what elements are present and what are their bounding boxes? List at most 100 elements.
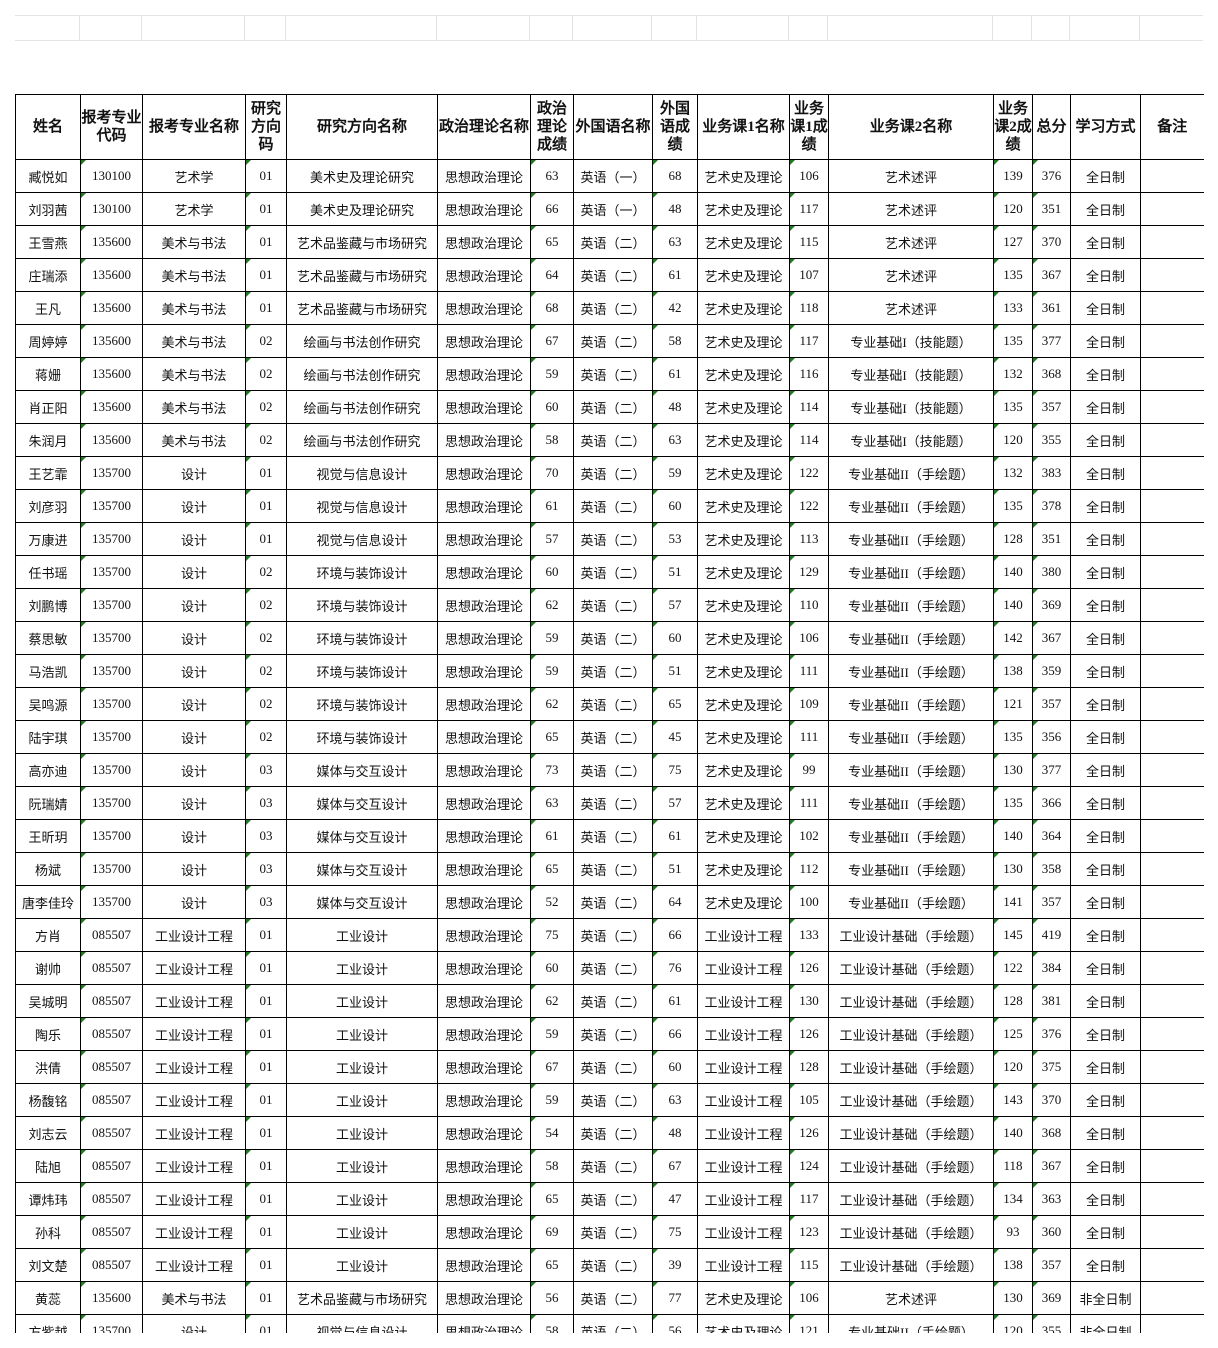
cell-total-score[interactable]: 360 (1032, 1215, 1071, 1249)
cell-course2-name[interactable]: 专业基础II（手绘题） (828, 456, 994, 490)
cell-foreign-language-name[interactable]: 英语（二） (573, 588, 653, 622)
cell-course1-name[interactable]: 艺术史及理论 (697, 225, 790, 259)
cell-foreign-language-score[interactable]: 59 (652, 456, 698, 490)
cell-remarks[interactable] (1140, 1314, 1204, 1333)
cell-politics-score[interactable]: 69 (530, 1215, 574, 1249)
cell-major-code[interactable]: 085507 (80, 1149, 143, 1183)
cell-remarks[interactable] (1140, 786, 1204, 820)
cell-course1-name[interactable]: 艺术史及理论 (697, 489, 790, 523)
cell-course2-score[interactable]: 142 (993, 621, 1033, 655)
cell-politics-score[interactable]: 58 (530, 423, 574, 457)
cell-direction-name[interactable]: 媒体与交互设计 (286, 786, 438, 820)
cell-direction-name[interactable]: 艺术品鉴藏与市场研究 (286, 1281, 438, 1315)
cell-course2-score[interactable]: 93 (993, 1215, 1033, 1249)
cell-politics-score[interactable]: 54 (530, 1116, 574, 1150)
cell-direction-name[interactable]: 工业设计 (286, 1083, 438, 1117)
cell-remarks[interactable] (1140, 885, 1204, 919)
cell-total-score[interactable]: 361 (1032, 291, 1071, 325)
cell-direction-code[interactable]: 01 (245, 1149, 287, 1183)
cell-course1-name[interactable]: 艺术史及理论 (697, 786, 790, 820)
cell-course1-score[interactable]: 106 (789, 159, 829, 193)
cell-name[interactable]: 吴鸣源 (15, 687, 81, 721)
cell-course2-name[interactable]: 专业基础II（手绘题） (828, 588, 994, 622)
cell-politics-name[interactable]: 思想政治理论 (437, 225, 531, 259)
cell-foreign-language-name[interactable]: 英语（二） (573, 654, 653, 688)
cell-course1-score[interactable]: 117 (789, 324, 829, 358)
cell-politics-name[interactable]: 思想政治理论 (437, 1314, 531, 1333)
cell-direction-name[interactable]: 工业设计 (286, 918, 438, 952)
cell-politics-score[interactable]: 59 (530, 1017, 574, 1051)
cell-foreign-language-score[interactable]: 39 (652, 1248, 698, 1282)
cell-foreign-language-score[interactable]: 42 (652, 291, 698, 325)
cell-major-name[interactable]: 设计 (142, 621, 246, 655)
cell-politics-name[interactable]: 思想政治理论 (437, 918, 531, 952)
cell-politics-score[interactable]: 59 (530, 621, 574, 655)
cell-course2-score[interactable]: 132 (993, 357, 1033, 391)
cell-course1-name[interactable]: 艺术史及理论 (697, 390, 790, 424)
cell-course2-score[interactable]: 130 (993, 852, 1033, 886)
cell-course1-score[interactable]: 113 (789, 522, 829, 556)
cell-course1-name[interactable]: 艺术史及理论 (697, 588, 790, 622)
cell-politics-score[interactable]: 56 (530, 1281, 574, 1315)
cell-politics-name[interactable]: 思想政治理论 (437, 258, 531, 292)
cell-total-score[interactable]: 376 (1032, 159, 1071, 193)
cell-total-score[interactable]: 355 (1032, 1314, 1071, 1333)
cell-course2-name[interactable]: 工业设计基础（手绘题） (828, 1248, 994, 1282)
cell-course1-score[interactable]: 117 (789, 192, 829, 226)
cell-direction-code[interactable]: 01 (245, 1314, 287, 1333)
cell-direction-name[interactable]: 视觉与信息设计 (286, 489, 438, 523)
cell-politics-score[interactable]: 58 (530, 1149, 574, 1183)
cell-name[interactable]: 王凡 (15, 291, 81, 325)
cell-course1-name[interactable]: 艺术史及理论 (697, 522, 790, 556)
cell-course1-name[interactable]: 艺术史及理论 (697, 1314, 790, 1333)
cell-direction-code[interactable]: 02 (245, 555, 287, 589)
cell-politics-score[interactable]: 61 (530, 489, 574, 523)
cell-study-mode[interactable]: 全日制 (1070, 225, 1141, 259)
cell-total-score[interactable]: 357 (1032, 390, 1071, 424)
cell-major-name[interactable]: 美术与书法 (142, 423, 246, 457)
cell-politics-score[interactable]: 59 (530, 357, 574, 391)
cell-name[interactable]: 高亦迪 (15, 753, 81, 787)
cell-direction-name[interactable]: 视觉与信息设计 (286, 456, 438, 490)
cell-course2-name[interactable]: 工业设计基础（手绘题） (828, 984, 994, 1018)
cell-foreign-language-name[interactable]: 英语（二） (573, 984, 653, 1018)
cell-course2-name[interactable]: 专业基础II（手绘题） (828, 720, 994, 754)
cell-study-mode[interactable]: 全日制 (1070, 390, 1141, 424)
cell-politics-name[interactable]: 思想政治理论 (437, 1116, 531, 1150)
cell-remarks[interactable] (1140, 357, 1204, 391)
cell-course1-score[interactable]: 129 (789, 555, 829, 589)
cell-politics-name[interactable]: 思想政治理论 (437, 522, 531, 556)
cell-study-mode[interactable]: 全日制 (1070, 489, 1141, 523)
cell-study-mode[interactable]: 全日制 (1070, 654, 1141, 688)
cell-study-mode[interactable]: 全日制 (1070, 786, 1141, 820)
cell-study-mode[interactable]: 全日制 (1070, 621, 1141, 655)
cell-course2-score[interactable]: 135 (993, 786, 1033, 820)
cell-course2-name[interactable]: 专业基础II（手绘题） (828, 1314, 994, 1333)
cell-course2-name[interactable]: 艺术述评 (828, 1281, 994, 1315)
cell-course1-score[interactable]: 99 (789, 753, 829, 787)
cell-remarks[interactable] (1140, 1182, 1204, 1216)
cell-total-score[interactable]: 351 (1032, 522, 1071, 556)
cell-major-name[interactable]: 设计 (142, 555, 246, 589)
cell-total-score[interactable]: 357 (1032, 687, 1071, 721)
cell-foreign-language-name[interactable]: 英语（二） (573, 555, 653, 589)
cell-course2-name[interactable]: 工业设计基础（手绘题） (828, 918, 994, 952)
cell-direction-code[interactable]: 02 (245, 621, 287, 655)
cell-politics-name[interactable]: 思想政治理论 (437, 1149, 531, 1183)
cell-name[interactable]: 刘文楚 (15, 1248, 81, 1282)
cell-course1-score[interactable]: 124 (789, 1149, 829, 1183)
cell-course2-score[interactable]: 125 (993, 1017, 1033, 1051)
cell-foreign-language-score[interactable]: 67 (652, 1149, 698, 1183)
cell-major-code[interactable]: 130100 (80, 159, 143, 193)
cell-politics-name[interactable]: 思想政治理论 (437, 1050, 531, 1084)
cell-politics-name[interactable]: 思想政治理论 (437, 852, 531, 886)
cell-politics-name[interactable]: 思想政治理论 (437, 324, 531, 358)
cell-major-name[interactable]: 设计 (142, 522, 246, 556)
cell-remarks[interactable] (1140, 1083, 1204, 1117)
cell-direction-code[interactable]: 02 (245, 720, 287, 754)
cell-study-mode[interactable]: 全日制 (1070, 687, 1141, 721)
cell-foreign-language-name[interactable]: 英语（二） (573, 1116, 653, 1150)
cell-direction-name[interactable]: 工业设计 (286, 1182, 438, 1216)
cell-major-code[interactable]: 135600 (80, 423, 143, 457)
cell-total-score[interactable]: 358 (1032, 852, 1071, 886)
